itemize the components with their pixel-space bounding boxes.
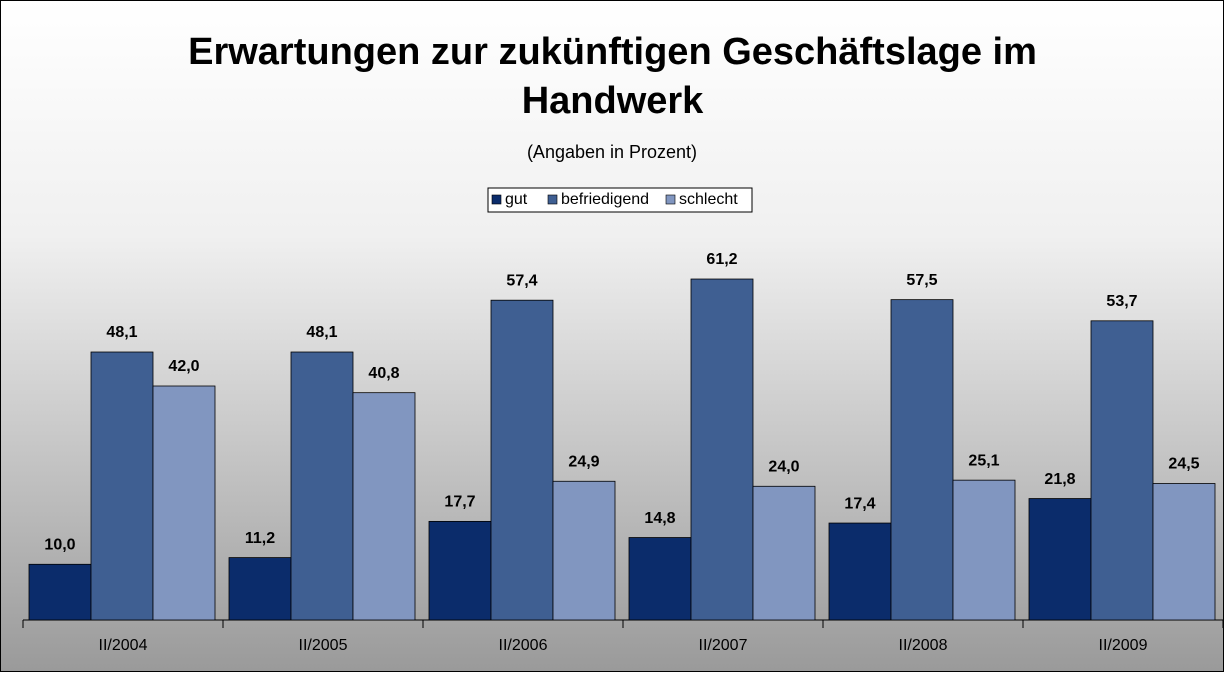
- bar: [28, 563, 92, 621]
- data-label: 14,8: [644, 510, 675, 527]
- x-tick-label: II/2008: [899, 637, 948, 654]
- data-label: 42,0: [168, 358, 199, 375]
- data-label: 61,2: [706, 251, 737, 268]
- legend-label: schlecht: [679, 191, 738, 208]
- bar: [152, 385, 216, 621]
- bar: [552, 480, 616, 621]
- data-label: 53,7: [1106, 293, 1137, 310]
- legend-label: befriedigend: [561, 191, 649, 208]
- bar: [690, 278, 754, 621]
- legend-swatch: [665, 194, 676, 205]
- data-label: 17,7: [444, 494, 475, 511]
- x-tick-label: II/2006: [499, 637, 548, 654]
- data-label: 11,2: [245, 530, 275, 547]
- data-label: 24,5: [1168, 456, 1199, 473]
- data-label: 48,1: [306, 324, 337, 341]
- bar: [828, 522, 892, 621]
- data-label: 21,8: [1044, 471, 1075, 488]
- legend-swatch: [491, 194, 502, 205]
- x-tick-label: II/2004: [99, 637, 148, 654]
- bar: [90, 351, 154, 621]
- bar: [490, 299, 554, 621]
- bar: [952, 479, 1016, 621]
- data-label: 48,1: [106, 324, 137, 341]
- chart-subtitle: (Angaben in Prozent): [527, 142, 697, 162]
- bar: [628, 537, 692, 621]
- bar: [1090, 320, 1154, 621]
- x-tick-label: II/2007: [699, 637, 748, 654]
- data-label: 57,4: [506, 272, 537, 289]
- data-label: 10,0: [44, 537, 75, 554]
- bar: [1152, 483, 1216, 621]
- legend-swatch: [547, 194, 558, 205]
- data-label: 25,1: [968, 452, 999, 469]
- bar: [428, 520, 492, 621]
- x-tick-label: II/2009: [1099, 637, 1148, 654]
- data-label: 17,4: [844, 495, 875, 512]
- bar: [1028, 498, 1092, 621]
- legend-box: [487, 187, 753, 213]
- bar: [890, 299, 954, 621]
- data-label: 24,0: [768, 459, 799, 476]
- data-label: 57,5: [906, 272, 937, 289]
- data-label: 40,8: [368, 365, 399, 382]
- legend-label: gut: [505, 191, 528, 208]
- data-label: 24,9: [568, 453, 599, 470]
- bar: [290, 351, 354, 621]
- bar: [752, 485, 816, 621]
- bar: [228, 557, 292, 621]
- x-tick-label: II/2005: [299, 637, 348, 654]
- bar: [352, 392, 416, 621]
- chart-title: Erwartungen zur zukünftigen Geschäftslag…: [188, 31, 1037, 122]
